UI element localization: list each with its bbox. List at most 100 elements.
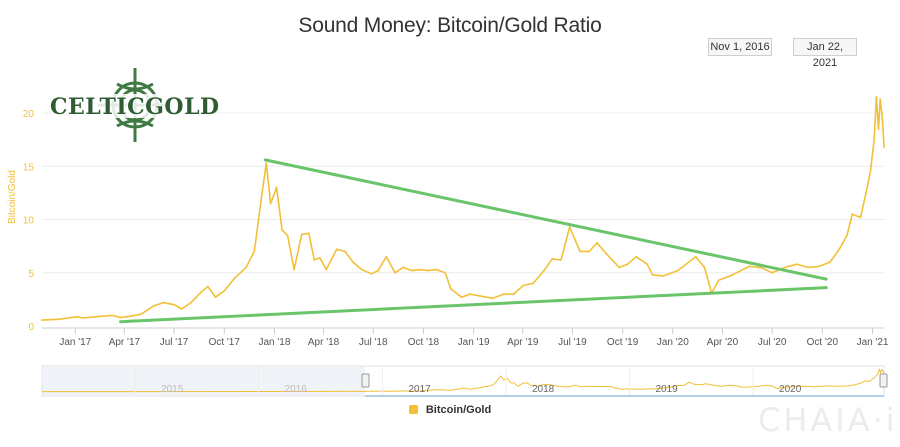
data-point-4 bbox=[98, 315, 101, 318]
data-point-49 bbox=[468, 293, 471, 295]
data-point-73 bbox=[703, 266, 706, 269]
data-point-44 bbox=[427, 269, 430, 272]
series-layer bbox=[41, 96, 885, 322]
logo-wordmark: CELTICGOLD bbox=[50, 94, 220, 120]
chaia-watermark: CHAIA·i bbox=[758, 401, 898, 439]
data-point-92 bbox=[873, 138, 876, 141]
data-point-33 bbox=[335, 248, 338, 251]
data-point-2 bbox=[76, 315, 79, 318]
data-point-96 bbox=[881, 117, 884, 120]
data-point-38 bbox=[377, 269, 380, 272]
data-point-1 bbox=[57, 318, 60, 321]
legend-swatch bbox=[408, 405, 418, 414]
data-point-25 bbox=[281, 229, 284, 232]
data-point-11 bbox=[173, 303, 175, 306]
data-point-46 bbox=[444, 271, 447, 274]
data-point-14 bbox=[200, 291, 203, 293]
data-point-6 bbox=[119, 316, 122, 319]
data-point-28 bbox=[300, 233, 303, 236]
trendline-resistance bbox=[263, 158, 828, 281]
data-point-31 bbox=[318, 256, 321, 259]
x-tick-label-4: Jan '18 bbox=[258, 337, 290, 348]
data-point-50 bbox=[480, 295, 483, 298]
data-point-81 bbox=[784, 266, 787, 269]
range-to-input[interactable]: Jan 22, 2021 bbox=[793, 38, 857, 69]
data-point-57 bbox=[551, 258, 554, 260]
x-tick-label-15: Oct '20 bbox=[807, 337, 839, 348]
y-tick-label-20: 20 bbox=[23, 109, 35, 120]
data-point-45 bbox=[435, 268, 438, 271]
data-point-7 bbox=[131, 314, 133, 317]
data-point-5 bbox=[111, 314, 114, 317]
x-tick-label-0: Jan '17 bbox=[59, 337, 91, 348]
data-point-16 bbox=[214, 296, 217, 299]
data-point-88 bbox=[851, 213, 854, 216]
x-tick-label-16: Jan '21 bbox=[857, 337, 889, 348]
data-point-43 bbox=[419, 268, 422, 271]
data-point-36 bbox=[360, 268, 363, 271]
data-point-52 bbox=[502, 293, 505, 295]
y-tick-label-0: 0 bbox=[28, 322, 34, 333]
x-tick-label-8: Jan '19 bbox=[458, 337, 490, 348]
data-point-32 bbox=[325, 268, 328, 271]
data-point-18 bbox=[233, 277, 236, 279]
x-tick-label-1: Apr '17 bbox=[109, 337, 141, 348]
data-point-62 bbox=[588, 250, 591, 253]
celticgold-logo-emblem bbox=[57, 68, 213, 142]
navigator-series bbox=[41, 367, 885, 393]
data-point-8 bbox=[139, 313, 142, 316]
y-tick-label-15: 15 bbox=[23, 162, 35, 173]
data-point-61 bbox=[579, 250, 581, 253]
data-point-78 bbox=[748, 265, 751, 268]
legend[interactable]: Bitcoin/Gold bbox=[0, 404, 900, 416]
chart-title: Sound Money: Bitcoin/Gold Ratio bbox=[298, 14, 602, 37]
data-point-85 bbox=[829, 261, 831, 263]
data-point-19 bbox=[245, 266, 247, 269]
data-point-63 bbox=[596, 242, 598, 244]
data-point-66 bbox=[626, 263, 629, 266]
data-point-42 bbox=[411, 269, 413, 272]
x-tick-label-5: Apr '18 bbox=[308, 337, 340, 348]
data-point-20 bbox=[253, 250, 256, 253]
data-point-70 bbox=[662, 275, 665, 277]
data-point-89 bbox=[859, 216, 862, 219]
data-point-83 bbox=[807, 266, 810, 269]
data-point-94 bbox=[877, 128, 880, 130]
navigator-label-2017: 2017 bbox=[408, 384, 431, 395]
data-point-65 bbox=[618, 266, 621, 269]
data-point-0 bbox=[41, 319, 43, 322]
data-point-59 bbox=[568, 226, 571, 228]
data-point-27 bbox=[293, 268, 296, 271]
data-point-77 bbox=[737, 270, 740, 273]
legend-item-label: Bitcoin/Gold bbox=[425, 404, 492, 416]
data-point-55 bbox=[532, 282, 535, 285]
data-point-56 bbox=[543, 269, 545, 272]
data-point-37 bbox=[370, 272, 373, 275]
data-point-40 bbox=[394, 271, 396, 274]
y-tick-label-5: 5 bbox=[28, 269, 34, 280]
data-point-90 bbox=[865, 191, 867, 194]
data-point-24 bbox=[275, 186, 278, 189]
data-point-9 bbox=[152, 304, 155, 307]
data-point-10 bbox=[162, 301, 165, 304]
data-point-95 bbox=[879, 98, 882, 101]
data-point-39 bbox=[385, 255, 388, 258]
data-point-35 bbox=[352, 261, 354, 263]
data-point-22 bbox=[265, 162, 268, 164]
navigator[interactable]: 2015 2016 2017 2018 2019 2020 bbox=[41, 365, 888, 397]
series-line-bitcoin-gold bbox=[41, 96, 885, 321]
x-tick-label-2: Jul '17 bbox=[160, 337, 189, 348]
range-from-input[interactable]: Nov 1, 2016 bbox=[708, 38, 772, 56]
y-axis-label: Bitcoin/Gold bbox=[7, 170, 18, 224]
data-point-64 bbox=[605, 252, 608, 255]
x-tick-label-13: Apr '20 bbox=[707, 337, 739, 348]
data-point-26 bbox=[286, 234, 289, 237]
data-point-75 bbox=[717, 279, 720, 282]
navigator-handle-right[interactable] bbox=[879, 373, 888, 388]
data-point-17 bbox=[223, 289, 226, 292]
data-point-58 bbox=[560, 259, 562, 261]
data-point-51 bbox=[491, 297, 494, 300]
navigator-handle-left[interactable] bbox=[361, 373, 370, 388]
x-tick-label-3: Oct '17 bbox=[209, 337, 241, 348]
